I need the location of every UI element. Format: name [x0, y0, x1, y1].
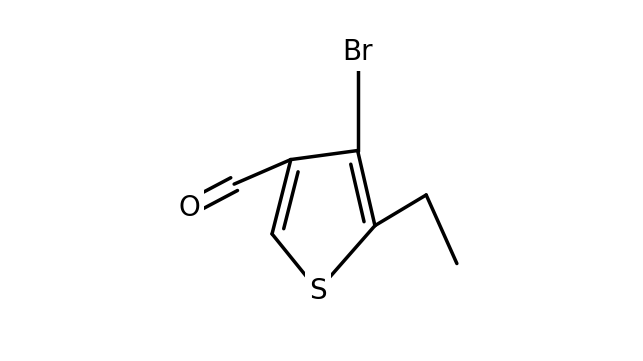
- Text: Br: Br: [342, 38, 373, 66]
- Text: O: O: [178, 194, 200, 222]
- Text: S: S: [309, 277, 327, 305]
